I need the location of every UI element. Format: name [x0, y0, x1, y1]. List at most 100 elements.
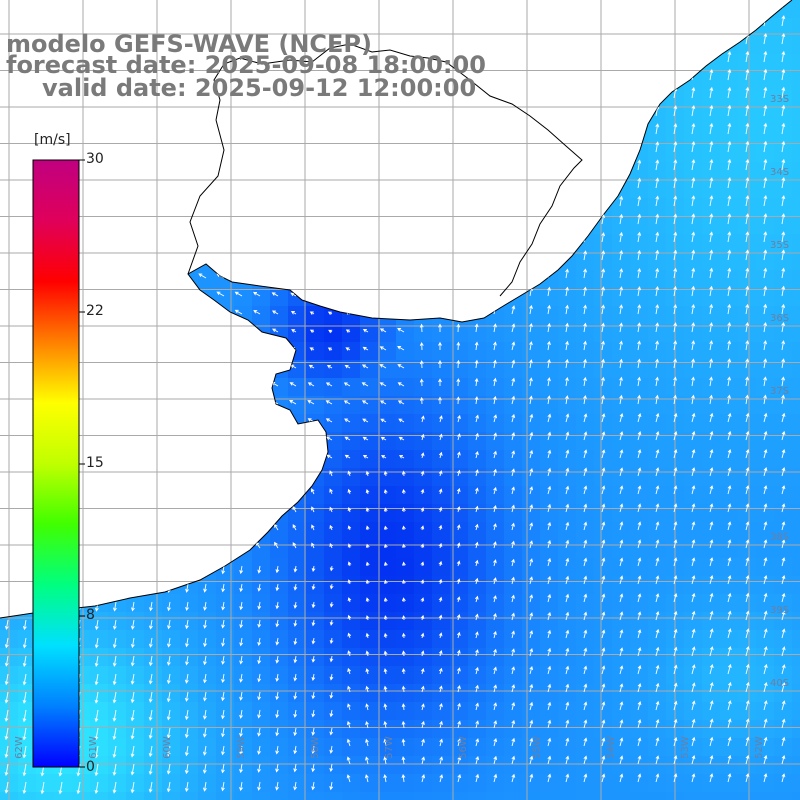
wind-arrow	[275, 655, 280, 664]
wind-arrow	[456, 16, 461, 27]
wind-arrow	[547, 196, 552, 207]
wind-arrow	[457, 756, 462, 765]
wind-arrow	[221, 673, 225, 684]
wind-arrow	[288, 183, 297, 189]
wind-arrow	[637, 87, 642, 99]
wind-arrow	[745, 485, 750, 495]
wind-arrow	[130, 673, 135, 685]
wind-arrow	[655, 449, 660, 459]
wind-arrow	[438, 433, 443, 441]
wind-arrow	[763, 285, 768, 297]
wind-arrow	[234, 147, 243, 153]
wind-arrow	[4, 637, 9, 649]
wind-arrow	[288, 111, 297, 117]
wind-arrow	[307, 400, 315, 405]
wind-arrow	[601, 449, 606, 459]
wind-arrow	[343, 400, 351, 405]
wind-arrow	[745, 358, 750, 369]
colorbar-tick-label: 30	[86, 151, 104, 167]
wind-arrow	[401, 470, 406, 477]
wind-arrow	[17, 473, 27, 478]
wind-arrow	[763, 557, 768, 567]
wind-arrow	[547, 647, 552, 657]
wind-arrow	[619, 412, 624, 423]
wind-arrow	[438, 542, 443, 549]
wind-arrow	[162, 21, 171, 27]
wind-arrow	[709, 467, 714, 477]
wind-arrow	[275, 763, 279, 773]
wind-arrow	[637, 394, 641, 405]
wind-arrow	[438, 124, 442, 134]
wind-arrow	[18, 453, 27, 459]
wind-arrow	[420, 667, 425, 675]
wind-arrow	[547, 232, 551, 243]
wind-arrow	[108, 399, 117, 405]
wind-arrow	[474, 505, 479, 513]
wind-arrow	[475, 469, 479, 477]
wind-arrow	[0, 309, 9, 315]
wind-arrow	[396, 201, 405, 207]
wind-arrow	[274, 523, 279, 531]
wind-arrow	[655, 394, 659, 405]
wind-arrow	[329, 524, 333, 531]
wind-arrow	[271, 274, 279, 279]
wind-arrow	[637, 358, 641, 369]
wind-arrow	[293, 655, 298, 664]
wind-arrow	[108, 129, 117, 135]
wind-arrow	[180, 165, 189, 171]
wind-arrow	[0, 165, 9, 171]
wind-arrow	[438, 0, 442, 8]
wind-arrow	[583, 629, 588, 639]
wind-arrow	[474, 160, 479, 171]
wind-arrow	[166, 637, 171, 648]
wind-arrow	[18, 363, 27, 369]
wind-arrow	[511, 719, 516, 729]
wind-arrow	[126, 309, 135, 315]
wind-arrow	[198, 363, 207, 369]
wind-arrow	[4, 601, 9, 612]
wind-arrow	[637, 539, 642, 549]
wind-arrow	[401, 685, 406, 693]
wind-arrow	[474, 0, 479, 9]
wind-arrow	[529, 196, 533, 207]
wind-arrow	[673, 539, 678, 549]
wind-arrow	[126, 237, 135, 243]
lat-label: 40S	[770, 678, 790, 689]
wind-arrow	[90, 345, 99, 351]
wind-arrow	[673, 503, 678, 513]
wind-arrow	[148, 763, 153, 776]
wind-arrow	[745, 285, 750, 297]
wind-arrow	[90, 417, 99, 423]
wind-arrow	[691, 303, 696, 315]
wind-arrow	[547, 755, 552, 765]
wind-arrow	[58, 781, 63, 795]
wind-arrow	[239, 763, 243, 774]
wind-arrow	[781, 466, 786, 477]
wind-arrow	[673, 340, 678, 351]
wind-arrow	[763, 68, 768, 81]
wind-arrow	[637, 629, 642, 639]
wind-arrow	[362, 455, 369, 459]
wind-arrow	[234, 183, 243, 189]
wind-arrow	[271, 364, 279, 369]
wind-arrow	[475, 773, 480, 783]
wind-arrow	[419, 0, 424, 9]
wind-arrow	[439, 720, 443, 729]
wind-arrow	[4, 673, 9, 686]
wind-arrow	[22, 781, 27, 795]
wind-arrow	[180, 201, 189, 207]
wind-arrow	[709, 340, 714, 351]
wind-arrow	[457, 720, 461, 729]
wind-arrow	[221, 745, 225, 756]
wind-arrow	[234, 309, 243, 315]
wind-arrow	[289, 436, 297, 441]
wind-arrow	[203, 619, 207, 629]
wind-arrow	[108, 111, 117, 117]
wind-arrow	[745, 754, 750, 765]
wind-arrow	[619, 358, 623, 369]
wind-arrow	[781, 485, 786, 495]
wind-arrow	[0, 21, 9, 27]
wind-arrow	[601, 358, 605, 369]
wind-arrow	[583, 593, 588, 603]
wind-arrow	[257, 637, 262, 647]
